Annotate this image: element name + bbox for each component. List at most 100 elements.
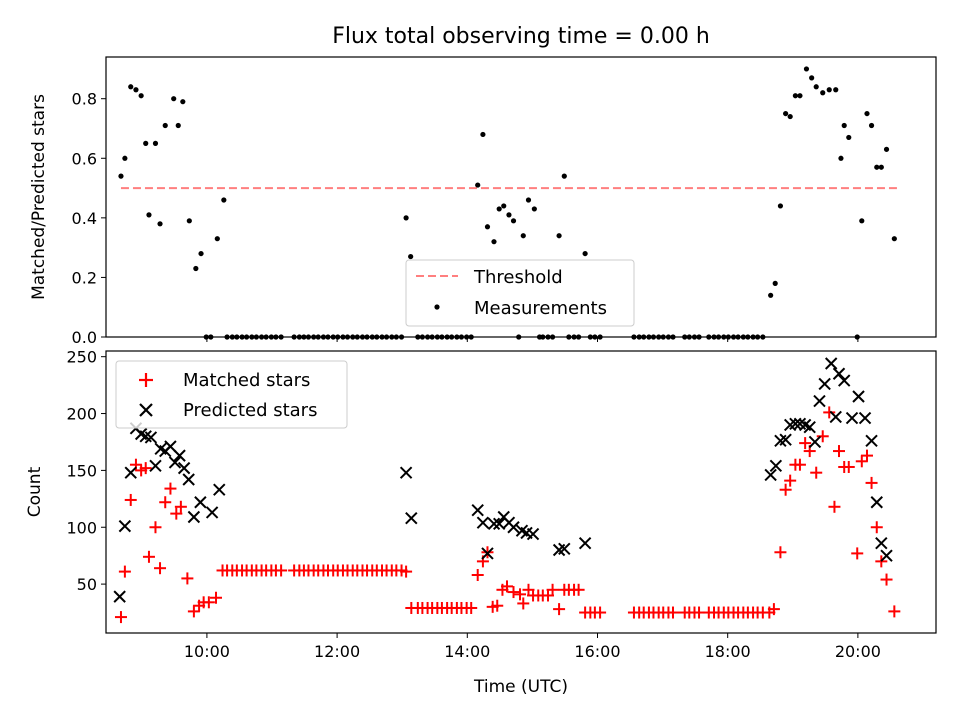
measurement-point — [157, 221, 163, 227]
measurement-point — [128, 84, 134, 90]
measurement-point — [214, 236, 220, 242]
measurement-point — [403, 215, 409, 221]
matched-star-point — [833, 445, 846, 458]
measurement-point — [133, 87, 139, 93]
bottom-y-tick-label: 250 — [66, 348, 97, 367]
matched-star-point — [784, 474, 797, 487]
measurement-point — [475, 182, 481, 188]
predicted-star-point — [487, 517, 501, 531]
measurement-point — [162, 122, 168, 129]
predicted-star-point — [113, 590, 126, 603]
measurement-point — [846, 134, 852, 141]
matched-star-point — [855, 455, 868, 468]
measurement-point — [510, 218, 517, 224]
top-y-tick-label: 0.8 — [72, 90, 97, 109]
measurements-series — [118, 66, 897, 340]
matched-star-point — [491, 599, 504, 612]
predicted-star-point — [764, 468, 777, 482]
predicted-star-point — [177, 461, 191, 475]
predicted-star-point — [507, 521, 520, 534]
matched-star-point — [181, 572, 194, 585]
measurement-point — [838, 155, 844, 161]
matched-star-point — [572, 583, 585, 596]
matched-star-point — [810, 466, 823, 479]
measurement-point — [152, 140, 159, 146]
predicted-star-point — [818, 377, 831, 391]
measurement-point — [864, 110, 870, 117]
count-panel: 50 100 150 200 250 10:00 12:00 14:00 16:00 18:00… — [25, 348, 937, 697]
measurement-point — [883, 146, 890, 152]
measurement-point — [561, 173, 567, 179]
measurement-point — [180, 99, 186, 105]
measurement-point — [874, 164, 880, 170]
measurement-point — [186, 218, 192, 224]
measurement-point — [772, 280, 778, 286]
top-y-tick-label: 0.4 — [72, 209, 97, 228]
bottom-y-tick-label: 50 — [77, 575, 97, 594]
bottom-y-tick-label: 100 — [66, 518, 97, 537]
predicted-star-point — [875, 536, 888, 550]
matched-star-point — [880, 573, 893, 586]
predicted-star-point — [173, 449, 186, 462]
bottom-legend: Matched stars Predicted stars — [115, 360, 348, 429]
predicted-star-point — [870, 496, 883, 509]
matched-star-point — [400, 565, 413, 578]
predicted-star-point — [213, 483, 226, 496]
matched-star-point — [139, 462, 152, 475]
bottom-y-axis-ticks: 50 100 150 200 250 — [66, 348, 106, 594]
top-y-tick-label: 0.2 — [72, 268, 97, 287]
predicted-star-point — [852, 390, 865, 403]
legend-measurements-label: Measurements — [474, 298, 607, 319]
measurement-point — [582, 250, 588, 257]
predicted-star-point — [476, 516, 490, 529]
matched-star-point — [594, 606, 607, 619]
matched-star-point — [546, 583, 559, 596]
top-legend: Threshold Measurements — [405, 259, 635, 327]
legend-threshold-label: Threshold — [473, 267, 563, 288]
measurement-point — [783, 110, 789, 117]
predicted-star-point — [824, 357, 838, 370]
matched-star-point — [851, 547, 864, 560]
top-y-axis-ticks: 0.0 0.2 0.4 0.6 0.8 — [72, 90, 106, 347]
measurement-point — [525, 197, 532, 203]
matched-star-point — [514, 588, 527, 601]
bottom-x-tick-label: 16:00 — [574, 642, 620, 661]
matched-star-point — [210, 591, 223, 604]
measurement-point — [484, 224, 491, 230]
measurement-point — [878, 164, 884, 170]
matched-star-point — [816, 430, 829, 443]
bottom-y-tick-label: 200 — [66, 405, 97, 424]
measurement-point — [193, 265, 199, 272]
measurement-point — [820, 90, 826, 96]
predicted-star-point — [118, 519, 132, 533]
measurement-point — [146, 212, 152, 218]
legend-matched-label: Matched stars — [183, 370, 310, 391]
bottom-legend-box — [115, 360, 348, 429]
matched-star-point — [159, 496, 172, 509]
top-y-axis-label: Matched/Predicted stars — [29, 94, 49, 300]
measurement-point — [175, 122, 181, 129]
measurement-point — [803, 66, 810, 72]
matched-star-point — [154, 562, 167, 575]
measurement-point — [496, 206, 502, 212]
matched-star-point — [507, 586, 520, 599]
measurement-point — [792, 93, 798, 99]
chart-title: Flux total observing time = 0.00 h — [332, 24, 710, 49]
legend-measurements-swatch — [434, 304, 440, 310]
predicted-star-point — [168, 456, 182, 469]
measurement-point — [777, 203, 784, 209]
predicted-star-point — [829, 410, 842, 424]
measurement-point — [143, 140, 149, 146]
predicted-star-point — [578, 536, 592, 550]
matched-star-point — [870, 521, 883, 534]
top-legend-box — [405, 259, 635, 327]
predicted-star-point — [558, 542, 571, 556]
matched-star-point — [275, 564, 288, 577]
measurement-point — [809, 75, 815, 81]
predicted-star-point — [838, 374, 851, 387]
predicted-star-point — [832, 367, 846, 380]
bottom-plot-frame — [105, 350, 937, 634]
top-y-tick-label: 0.0 — [72, 328, 97, 347]
measurement-point — [122, 155, 128, 161]
